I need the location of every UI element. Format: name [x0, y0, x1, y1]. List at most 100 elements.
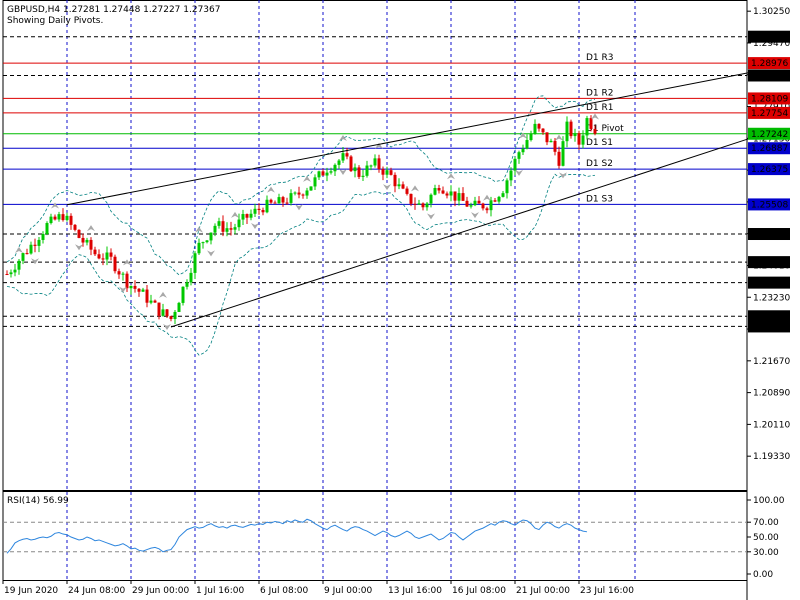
- rsi-label: RSI(14) 56.99: [7, 496, 69, 506]
- rsi-tick-label: 30.00: [753, 548, 779, 558]
- candle-body: [45, 223, 49, 235]
- pivot-label: D1 S3: [586, 194, 613, 204]
- candle-body: [373, 158, 377, 166]
- candle-body: [169, 316, 173, 319]
- rsi-indicator: 100.00 70.00 50.00 30.00 0.00: [3, 496, 785, 580]
- pivot-label: D1 S1: [586, 138, 613, 148]
- candle-body: [217, 221, 221, 226]
- candle-body: [5, 274, 9, 276]
- fractal-up-arrow: [195, 226, 203, 233]
- time-label: 16 Jul 08:00: [452, 586, 506, 596]
- candle-body: [505, 180, 509, 194]
- candles: [5, 115, 597, 325]
- candle-body: [181, 286, 185, 303]
- price-tick-label: 1.21670: [753, 357, 790, 367]
- level-tag: [748, 106, 790, 119]
- time-label: 13 Jul 16:00: [388, 586, 442, 596]
- candle-body: [257, 208, 261, 211]
- candle-body: [489, 200, 493, 211]
- time-label: 6 Jul 08:00: [260, 586, 309, 596]
- time-axis-labels: 19 Jun 2020 24 Jun 08:00 29 Jun 00:00 1 Jul…: [2, 580, 634, 596]
- level-tag-label: 1.28672: [751, 71, 788, 81]
- level-tag-label: 1.27242: [751, 130, 788, 140]
- candle-body: [229, 228, 233, 230]
- level-tag: [748, 142, 790, 155]
- candle-body: [101, 258, 105, 260]
- candle-body: [225, 228, 229, 232]
- candle-body: [497, 196, 501, 202]
- fractal-up-arrow: [375, 142, 383, 149]
- time-grid: [66, 0, 636, 580]
- level-tag-label: 1.26887: [751, 144, 788, 154]
- candle-body: [245, 214, 249, 218]
- candle-body: [13, 269, 17, 273]
- candle-body: [537, 123, 541, 129]
- candle-body: [517, 152, 521, 159]
- candle-body: [473, 200, 477, 206]
- level-tag-label: 1.26375: [751, 165, 788, 175]
- fractal-down-arrow: [163, 324, 171, 331]
- candle-body: [73, 224, 77, 230]
- candle-body: [569, 121, 573, 137]
- candle-body: [29, 244, 33, 254]
- candle-body: [201, 242, 205, 244]
- fractal-up-arrow: [231, 211, 239, 218]
- candle-body: [317, 171, 321, 178]
- level-tag-label: 1.28976: [751, 59, 788, 69]
- chart-subtitle: Showing Daily Pivots.: [7, 16, 103, 26]
- candle-body: [9, 272, 13, 275]
- candle-body: [409, 193, 413, 204]
- level-tag-label: 1.28109: [751, 94, 788, 104]
- level-tag: [748, 276, 790, 289]
- candle-body: [117, 271, 121, 275]
- fractal-up-arrow: [591, 113, 599, 120]
- fractal-down-arrow: [251, 223, 259, 230]
- candle-body: [205, 240, 209, 243]
- fractal-up-arrow: [447, 173, 455, 180]
- candle-body: [273, 202, 277, 204]
- candle-body: [69, 215, 73, 225]
- candle-body: [533, 123, 537, 134]
- level-tag: [748, 163, 790, 176]
- candle-body: [357, 167, 361, 177]
- fractal-up-arrow: [519, 132, 527, 139]
- level-tag: [748, 57, 790, 70]
- candle-body: [325, 172, 329, 176]
- candle-body: [329, 171, 333, 173]
- candle-body: [557, 151, 561, 166]
- candle-body: [53, 216, 57, 220]
- fractal-down-arrow: [515, 169, 523, 176]
- candle-body: [349, 156, 353, 172]
- candle-body: [365, 165, 369, 176]
- fractal-down-arrow: [339, 169, 347, 176]
- candle-body: [97, 254, 101, 259]
- trendline: [66, 71, 756, 206]
- price-tick-label: 1.20110: [753, 420, 790, 430]
- candle-body: [441, 190, 445, 194]
- price-tick-label: 1.29470: [753, 39, 790, 49]
- candle-body: [529, 133, 533, 141]
- fractal-up-arrow: [15, 246, 23, 253]
- fractal-up-arrow: [339, 134, 347, 141]
- candle-body: [321, 171, 325, 176]
- candle-body: [345, 153, 349, 157]
- candle-body: [561, 141, 565, 166]
- fractal-down-arrow: [207, 250, 215, 257]
- trendlines: [66, 71, 756, 328]
- envelope-bands: [6, 95, 596, 356]
- candle-body: [333, 164, 337, 172]
- candle-body: [249, 213, 253, 218]
- candle-body: [185, 282, 189, 287]
- candle-body: [545, 132, 549, 143]
- rsi-tick-label: 50.00: [753, 533, 779, 543]
- level-tag: [748, 92, 790, 105]
- candle-body: [389, 170, 393, 175]
- candle-body: [17, 260, 21, 270]
- time-label: 24 Jun 08:00: [68, 586, 125, 596]
- time-label: 9 Jul 00:00: [324, 586, 373, 596]
- candle-body: [413, 203, 417, 205]
- candle-body: [129, 285, 133, 289]
- time-label: 1 Jul 16:00: [196, 586, 245, 596]
- candle-body: [397, 184, 401, 187]
- candle-body: [477, 200, 481, 204]
